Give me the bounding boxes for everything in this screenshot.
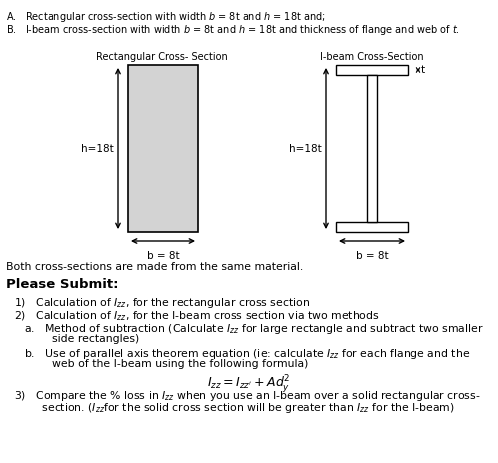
Text: web of the I-beam using the following formula): web of the I-beam using the following fo…: [24, 359, 308, 369]
Text: A.   Rectangular cross-section with width $b$ = 8t and $h$ = 18t and;: A. Rectangular cross-section with width …: [6, 10, 326, 24]
Text: Rectangular Cross- Section: Rectangular Cross- Section: [96, 52, 228, 62]
Bar: [336, 65, 408, 75]
Bar: [128, 65, 198, 232]
Text: b = 8t: b = 8t: [356, 251, 388, 261]
Text: h=18t: h=18t: [289, 144, 322, 154]
Text: side rectangles): side rectangles): [24, 334, 139, 344]
Text: t: t: [421, 65, 425, 75]
Text: Please Submit:: Please Submit:: [6, 278, 119, 291]
Text: b.   Use of parallel axis theorem equation (ie: calculate $I_{zz}$ for each flan: b. Use of parallel axis theorem equation…: [24, 347, 470, 361]
Text: 1)   Calculation of $I_{zz}$, for the rectangular cross section: 1) Calculation of $I_{zz}$, for the rect…: [14, 296, 310, 310]
Text: h=18t: h=18t: [81, 144, 114, 154]
Text: B.   I-beam cross-section with width $b$ = 8t and $h$ = 18t and thickness of fla: B. I-beam cross-section with width $b$ =…: [6, 23, 460, 37]
Text: 3)   Compare the % loss in $I_{zz}$ when you use an I-beam over a solid rectangu: 3) Compare the % loss in $I_{zz}$ when y…: [14, 389, 481, 403]
Text: Both cross-sections are made from the same material.: Both cross-sections are made from the sa…: [6, 262, 303, 272]
Text: I-beam Cross-Section: I-beam Cross-Section: [320, 52, 424, 62]
Text: a.   Method of subtraction (Calculate $I_{zz}$ for large rectangle and subtract : a. Method of subtraction (Calculate $I_{…: [24, 322, 484, 336]
Bar: [336, 222, 408, 232]
Text: b = 8t: b = 8t: [147, 251, 179, 261]
Text: section. ($I_{zz}$for the solid cross section will be greater than $I_{zz}$ for : section. ($I_{zz}$for the solid cross se…: [14, 401, 455, 415]
Bar: [367, 75, 377, 222]
Text: 2)   Calculation of $I_{zz}$, for the I-beam cross section via two methods: 2) Calculation of $I_{zz}$, for the I-be…: [14, 309, 379, 323]
Text: $I_{zz} = I_{zz'} + Ad_y^2$: $I_{zz} = I_{zz'} + Ad_y^2$: [207, 373, 291, 395]
